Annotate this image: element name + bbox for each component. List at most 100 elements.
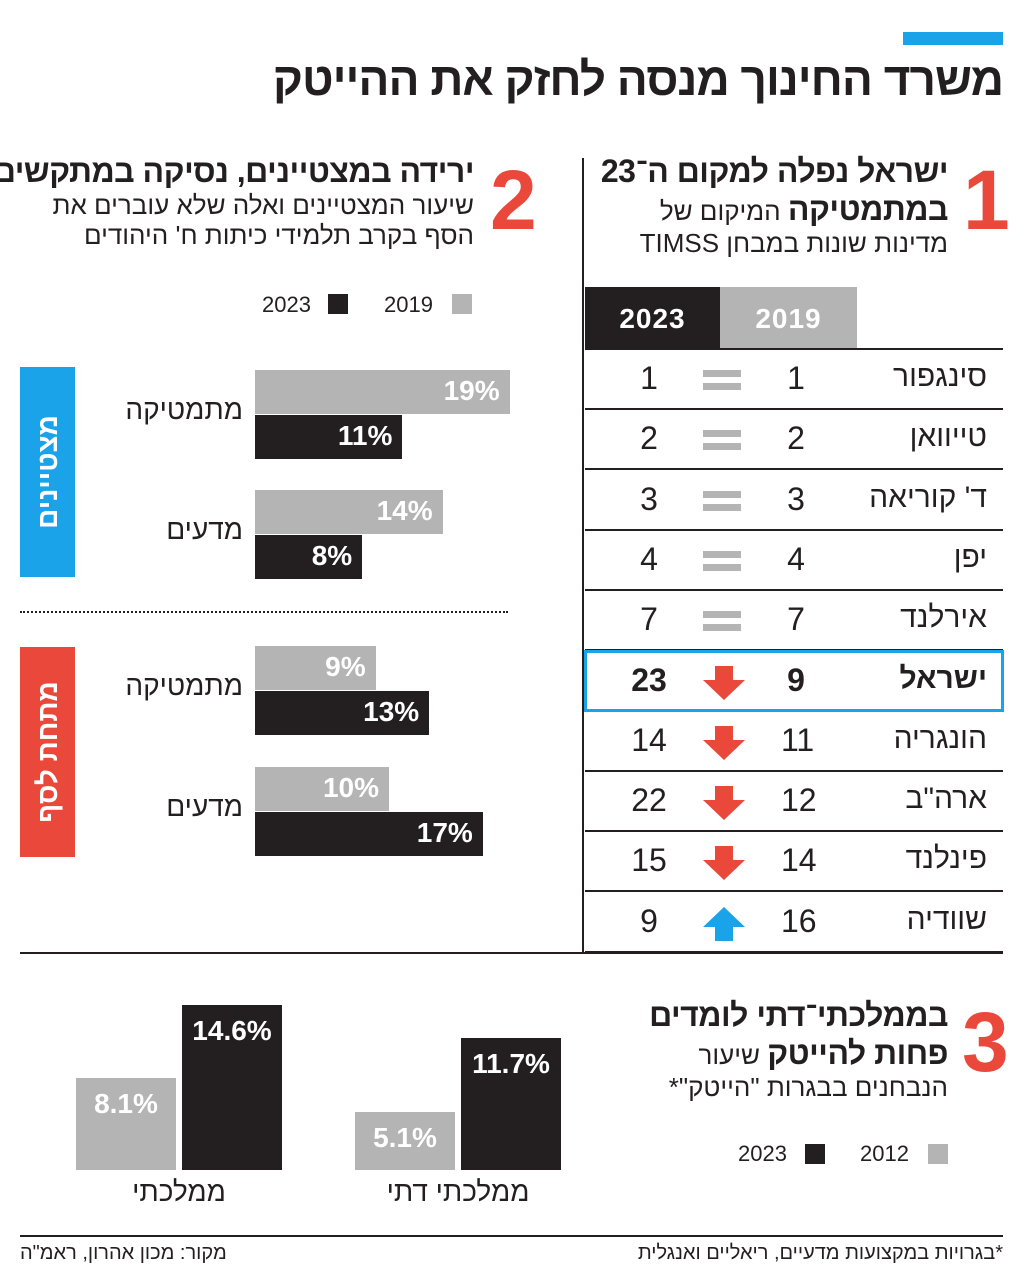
side-label-excellent: מצטיינים — [20, 367, 75, 577]
section3-sub-a: שיעור — [698, 1040, 768, 1070]
rank-2023: 7 — [640, 601, 658, 638]
accent-bar — [903, 32, 1003, 45]
equal-icon — [703, 485, 741, 522]
equal-icon — [703, 545, 741, 582]
bar-value-label: 14.6% — [192, 1015, 272, 1047]
arrow-down-icon — [703, 665, 745, 708]
rank-2019: 9 — [787, 661, 805, 698]
footer-rule — [20, 1235, 1003, 1237]
rank-2019: 11 — [781, 721, 815, 758]
bar-value-label: 13% — [363, 695, 420, 727]
section1-heading: ישראל נפלה למקום ה־23 — [600, 153, 949, 189]
bar-value-label: 14% — [376, 495, 433, 526]
arrow-down-icon — [703, 846, 745, 888]
arrow-up-icon — [703, 906, 745, 949]
section2-header: ירידה במצטיינים, נסיקה במתקשים שיעור המצ… — [0, 152, 475, 250]
section1-header: ישראל נפלה למקום ה־23 במתמטיקה המיקום של… — [600, 152, 949, 258]
bar-2019 — [255, 490, 443, 534]
side-label-below: מתחת לסף — [20, 647, 75, 857]
bar-value-label: 8.1% — [94, 1088, 158, 1120]
rank-2023: 23 — [631, 661, 667, 698]
country-name: סינגפור — [893, 360, 987, 393]
rank-2023: 4 — [640, 540, 658, 577]
bar-value-label: 10% — [322, 772, 379, 803]
country-name: ד' קוריאה — [869, 480, 987, 514]
rank-2019: 4 — [787, 540, 805, 577]
rank-2023: 2 — [640, 420, 658, 457]
category-label: מתמטיקה — [125, 670, 243, 701]
rank-2019: 7 — [787, 601, 805, 638]
rank-2023: 14 — [631, 721, 667, 758]
country-name: ישראל — [899, 661, 987, 695]
section3-heading: בממלכתי־דתי לומדים — [649, 997, 948, 1033]
rank-2023: 9 — [640, 902, 658, 939]
category-label: מדעים — [166, 791, 243, 822]
section3-number: 3 — [962, 995, 1009, 1089]
section2-sub1: שיעור המצטיינים ואלה שלא עוברים את — [52, 190, 474, 220]
section3-heading-bold: פחות להייטק — [767, 1035, 948, 1071]
page-title: משרד החינוך מנסה לחזק את ההייטק — [272, 53, 1004, 105]
bar-2023 — [255, 534, 363, 579]
section1-sub: מדינות שונות במבחן TIMSS — [639, 228, 948, 258]
bar-2023 — [461, 1037, 561, 1170]
rank-2019: 12 — [781, 782, 817, 819]
bar-value-label: 8% — [311, 539, 353, 571]
table-row: ד' קוריאה 3 3 — [585, 471, 1003, 531]
legend-swatch-2012 — [928, 1144, 948, 1164]
category-label: ממלכתי — [132, 1176, 226, 1207]
bar-value-label: 9% — [325, 651, 366, 682]
section2-heading: ירידה במצטיינים, נסיקה במתקשים — [0, 153, 475, 189]
rank-2019: 16 — [781, 902, 817, 939]
section1-sub-a: המיקום של — [659, 196, 788, 226]
section2-number: 2 — [490, 153, 537, 247]
arrow-down-icon — [703, 725, 745, 768]
rank-2019: 3 — [787, 480, 805, 517]
section1-number: 1 — [963, 153, 1010, 247]
divider-vertical — [582, 158, 584, 953]
section3-sub: הנבחנים בבגרות "הייטק"* — [668, 1072, 948, 1102]
bar-2023 — [255, 811, 483, 856]
legend-swatch-2019 — [452, 294, 472, 314]
footnote: *בגרויות במקצועות מדעיים, ריאליים ואנגלי… — [637, 1242, 1003, 1264]
section2-sub2: הסף בקרב תלמידי כיתות ח' היהודים — [84, 220, 474, 250]
rank-2019: 14 — [781, 842, 817, 879]
country-name: הונגריה — [893, 721, 987, 755]
bar-2019 — [255, 767, 389, 811]
side-label-below-text: מתחת לסף — [31, 681, 63, 823]
rank-2023: 15 — [631, 842, 667, 879]
bar-2023 — [182, 1005, 282, 1170]
legend-2023: 2023 — [262, 292, 311, 317]
legend-2023b: 2023 — [738, 1141, 787, 1166]
rank-2023: 3 — [640, 480, 658, 517]
bar-value-label: 19% — [443, 375, 500, 406]
section1-heading-bold: במתמטיקה — [787, 191, 949, 227]
bar-value-label: 11.7% — [472, 1047, 550, 1079]
country-name: פינלנד — [905, 842, 987, 876]
table-row: סינגפור 1 1 — [585, 350, 1003, 410]
section3-header: בממלכתי־דתי לומדים פחות להייטק שיעור הנב… — [649, 996, 948, 1102]
bar-2023 — [255, 690, 430, 735]
bar-2023 — [255, 414, 403, 459]
rank-2019: 1 — [787, 360, 805, 396]
legend-swatch-2023b — [805, 1144, 825, 1164]
bar-2012 — [76, 1078, 176, 1170]
table-row: הונגריה 11 14 — [585, 712, 1003, 772]
category-label: מתמטיקה — [125, 394, 243, 425]
table-row: טייוואן 2 2 — [585, 410, 1003, 471]
country-name: יפן — [953, 540, 987, 574]
bar-2012 — [355, 1112, 455, 1170]
divider-horizontal — [20, 952, 1003, 954]
dotted-divider — [20, 611, 508, 613]
legend-2019: 2019 — [384, 292, 433, 317]
country-name: טייוואן — [909, 420, 987, 454]
tab-2023: 2023 — [585, 287, 720, 350]
bar-2019 — [255, 370, 510, 414]
equal-icon — [703, 364, 741, 401]
source: מקור: מכון אהרון, ראמ"ה — [20, 1242, 227, 1264]
bar-value-label: 17% — [416, 816, 473, 848]
table-row: שוודיה 16 9 — [585, 893, 1003, 953]
country-name: שוודיה — [906, 902, 987, 936]
country-name: ארה"ב — [905, 782, 987, 816]
rank-2019: 2 — [787, 420, 805, 457]
category-label: ממלכתי דתי — [386, 1176, 530, 1207]
